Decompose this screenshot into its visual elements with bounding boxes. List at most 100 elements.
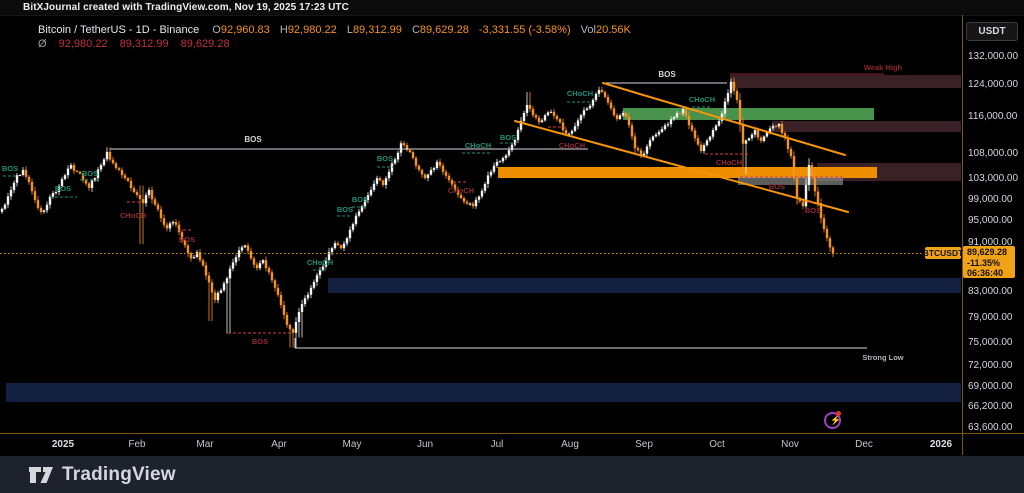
price-tick: 91,000.00 <box>968 237 1013 248</box>
navy-zone-lower <box>6 383 961 402</box>
footer-bar: TradingView <box>0 456 1024 493</box>
symbol-name[interactable]: Bitcoin / TetherUS <box>38 24 126 36</box>
label-bos: BOS <box>805 206 821 215</box>
structure-lines <box>3 73 884 349</box>
price-tick: 69,000.00 <box>968 381 1013 392</box>
supply-zone-weak-high <box>730 75 961 88</box>
bar-countdown: 06:36:40 <box>967 268 1004 278</box>
last-price-value: 89,629.28 <box>967 247 1008 257</box>
time-tick: May <box>342 439 362 450</box>
navy-zone-upper <box>328 278 961 293</box>
gray-zone <box>738 177 843 185</box>
label-bos: BOS <box>2 164 18 173</box>
time-tick: Dec <box>855 439 873 450</box>
time-tick: Nov <box>781 439 799 450</box>
label-bos: BOS <box>179 235 195 244</box>
label-weak-high: Weak High <box>864 63 903 72</box>
price-tick: 72,000.00 <box>968 360 1013 371</box>
open-key: O <box>212 24 221 36</box>
time-tick: Jul <box>490 439 504 450</box>
notification-dot <box>836 411 841 416</box>
low-key: L <box>346 24 353 36</box>
price-tick: 132,000.00 <box>968 51 1019 62</box>
time-tick: Sep <box>635 439 653 450</box>
time-tick: Jun <box>416 439 434 450</box>
avg-value-2: 89,312.99 <box>119 38 169 50</box>
label-choch: CHoCH <box>448 186 474 195</box>
price-tick: 116,000.00 <box>968 111 1018 122</box>
volume-key: Vol <box>580 24 596 36</box>
symbol-legend: Bitcoin / TetherUS - 1D - Binance O92,96… <box>38 23 631 51</box>
time-tick: Oct <box>709 439 725 450</box>
tradingview-logo-icon <box>29 466 53 483</box>
price-tick: 124,000.00 <box>968 79 1019 90</box>
close-value: 89,629.28 <box>419 24 469 36</box>
price-tick: 108,000.00 <box>968 148 1019 159</box>
attribution-bar: BitXJournal created with TradingView.com… <box>0 0 1024 16</box>
lightning-icon: ⚡ <box>830 415 842 425</box>
price-tick: 83,000.00 <box>968 286 1013 297</box>
price-tick: 99,000.00 <box>968 194 1013 205</box>
time-axis-border <box>0 433 1024 434</box>
legend-row-main: Bitcoin / TetherUS - 1D - Binance O92,96… <box>38 24 631 36</box>
boost-stamp[interactable]: ⚡ <box>824 411 842 429</box>
last-price-change-pct: -11.35% <box>967 257 1001 268</box>
label-choch: CHoCH <box>120 211 146 220</box>
price-axis-border <box>962 15 963 455</box>
low-value: 89,312.99 <box>352 24 402 36</box>
green-supply-zone <box>623 108 874 120</box>
label-bos: BOS <box>337 205 353 214</box>
label-choch: CHoCH <box>689 95 715 104</box>
descending-trendline[interactable] <box>514 120 849 213</box>
symbol-price-tag: BTCUSDT <box>922 247 964 259</box>
last-price-label: 89,629.28 -11.35% 06:36:40 <box>963 246 1015 278</box>
label-bos: BOS <box>658 70 676 79</box>
orange-demand-zone <box>498 167 877 178</box>
interval-label[interactable]: 1D <box>135 24 150 36</box>
avg-value-3: 89,629.28 <box>180 38 230 50</box>
avg-value-1: 92,980.22 <box>58 38 108 50</box>
price-tick: 66,200.00 <box>968 401 1013 412</box>
exchange-label: Binance <box>159 24 200 36</box>
tradingview-logo-text: TradingView <box>62 463 176 485</box>
candlesticks <box>0 77 835 348</box>
supply-zone-upper <box>772 121 961 132</box>
time-tick: Mar <box>196 439 214 450</box>
price-tick: 103,000.00 <box>968 173 1019 184</box>
label-bos: BOS <box>769 182 785 191</box>
tradingview-logo[interactable]: TradingView <box>28 464 176 486</box>
label-bos: BOS <box>377 154 393 163</box>
high-value: 92,980.22 <box>287 24 337 36</box>
label-bos: BOS <box>352 195 368 204</box>
avg-indicator-symbol[interactable]: Ø <box>38 38 47 50</box>
legend-row-indicator: Ø 92,980.22 89,312.99 89,629.28 <box>38 37 631 51</box>
close-key: C <box>411 24 420 36</box>
time-tick: 2026 <box>929 439 953 450</box>
time-tick: Feb <box>128 439 146 450</box>
price-tick: 95,000.00 <box>968 215 1013 226</box>
time-tick: Aug <box>561 439 579 450</box>
indicator-zones <box>6 75 961 402</box>
high-key: H <box>279 24 288 36</box>
label-bos: BOS <box>252 337 268 346</box>
open-value: 92,960.83 <box>220 24 270 36</box>
price-tick: 63,600.00 <box>968 422 1013 433</box>
time-tick: 2025 <box>51 439 75 450</box>
label-bos: BOS <box>55 184 71 193</box>
volume-value: 20.56K <box>595 24 631 36</box>
label-bos: BOS <box>244 135 262 144</box>
price-tick: 75,000.00 <box>968 337 1013 348</box>
label-choch: CHoCH <box>716 158 742 167</box>
currency-toggle-button[interactable]: USDT <box>966 22 1018 41</box>
label-choch: CHoCH <box>559 141 585 150</box>
descending-trendline[interactable] <box>602 82 846 156</box>
label-choch: CHoCH <box>307 258 333 267</box>
label-bos: BOS <box>500 133 516 142</box>
label-bos: BOS <box>82 169 98 178</box>
label-choch: CHoCH <box>465 141 491 150</box>
time-tick: Apr <box>271 439 287 450</box>
change-value: -3,331.55 (-3.58%) <box>478 24 571 36</box>
label-strong-low: Strong Low <box>862 353 903 362</box>
